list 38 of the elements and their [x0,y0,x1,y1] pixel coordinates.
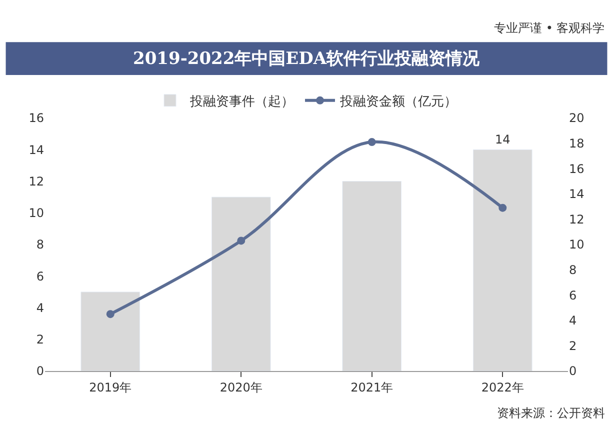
point [498,204,507,212]
bar [211,196,271,371]
legend-label: 投融资金额（亿元） [339,94,457,110]
point [237,236,246,245]
y-tick-label: 14 [28,142,44,157]
y2-tick-label: 0 [569,364,577,378]
y2-tick-label: 8 [569,263,577,277]
text: 专业严谨 • 客观科学 [494,21,605,35]
y2-tick-label: 2 [569,338,577,353]
y-tick-label: 12 [28,174,44,188]
x-tick-label: 2021年 [350,380,394,394]
y2-tick-label: 14 [569,187,584,202]
y-tick-label: 4 [36,300,44,315]
y2-tick-label: 12 [569,212,584,226]
y-tick-label: 10 [28,206,44,220]
y2-tick-label: 6 [569,288,577,302]
y2-tick-label: 18 [569,136,584,150]
x-tick-label: 2019年 [89,380,132,394]
y-tick-label: 8 [36,238,44,252]
bar [472,149,532,371]
y-tick-label: 16 [28,111,44,126]
legend-label: 投融资事件（起） [189,94,294,110]
y-tick-label: 6 [36,269,44,284]
point [368,138,376,146]
x-tick-label: 2020年 [220,380,262,394]
y-tick-label: 2 [36,332,44,347]
y2-tick-label: 4 [569,314,577,328]
y2-tick-label: 16 [569,162,584,176]
data-label: 14 [494,132,510,147]
point [106,310,114,318]
x-tick-label: 2022年 [481,380,524,394]
bar [80,292,140,371]
text: 资料来源：公开资料 [497,406,605,420]
chart-title: 2019-2022年中国EDA软件行业投融资情况 [133,49,481,69]
y2-tick-label: 20 [569,111,584,126]
y-tick-label: 0 [36,364,44,378]
y2-tick-label: 10 [569,238,584,252]
bar [342,181,402,371]
